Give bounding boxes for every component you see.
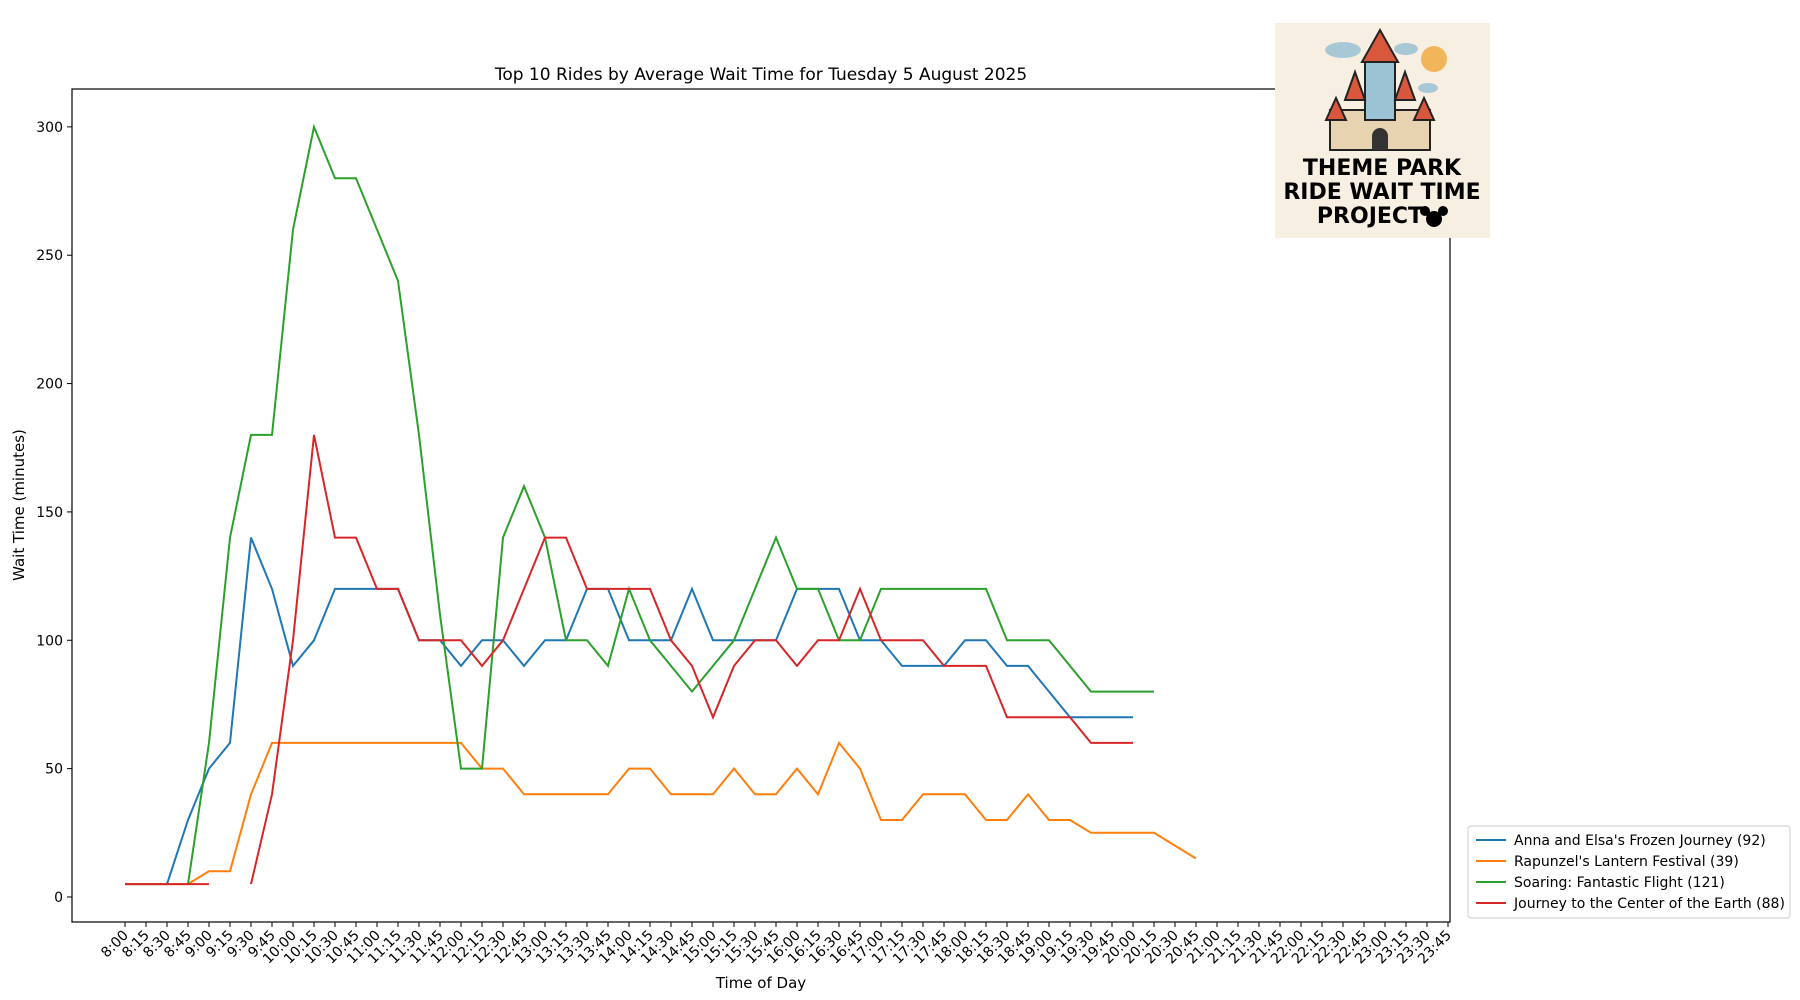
castle-roof [1360,27,1400,63]
y-tick-label: 50 [45,762,63,778]
castle-roof [1324,95,1348,121]
logo-icon [1438,206,1448,216]
y-axis-label: Wait Time (minutes) [10,429,28,581]
series-line [187,123,1154,885]
y-tick-label: 250 [36,248,63,264]
legend-box [1467,825,1791,919]
logo: THEME PARK RIDE WAIT TIME PROJECT [1275,23,1490,238]
sun [1421,46,1447,72]
cloud [1418,83,1438,93]
castle-roof [1412,95,1436,121]
logo-icon [1420,206,1430,216]
x-axis-label: Time of Day [715,974,806,992]
y-tick-label: 200 [36,377,63,393]
cloud [1325,42,1361,58]
y-tick-label: 100 [36,633,63,649]
logo-text: PROJECT [1317,204,1423,229]
legend-label: Anna and Elsa's Frozen Journey (92) [1514,833,1766,849]
logo-text: THEME PARK [1303,156,1462,181]
logo-icon [1426,211,1442,227]
series-line [125,434,1133,886]
castle-tower [1364,59,1396,121]
y-tick-label: 0 [54,890,63,906]
logo-text: RIDE WAIT TIME [1283,180,1480,205]
series-line [125,537,1133,886]
legend-label: Journey to the Center of the Earth (88) [1513,896,1785,912]
series-line [125,740,1197,886]
chart-title: Top 10 Rides by Average Wait Time for Tu… [494,65,1027,85]
legend-label: Rapunzel's Lantern Festival (39) [1514,854,1739,870]
cloud [1394,43,1418,55]
castle-roof [1393,69,1417,101]
plot-frame [71,88,1451,923]
y-tick-label: 300 [36,120,63,136]
legend-label: Soaring: Fantastic Flight (121) [1514,875,1725,891]
y-tick-label: 150 [36,505,63,521]
castle-roof [1343,69,1367,101]
castle-door [1372,128,1388,150]
